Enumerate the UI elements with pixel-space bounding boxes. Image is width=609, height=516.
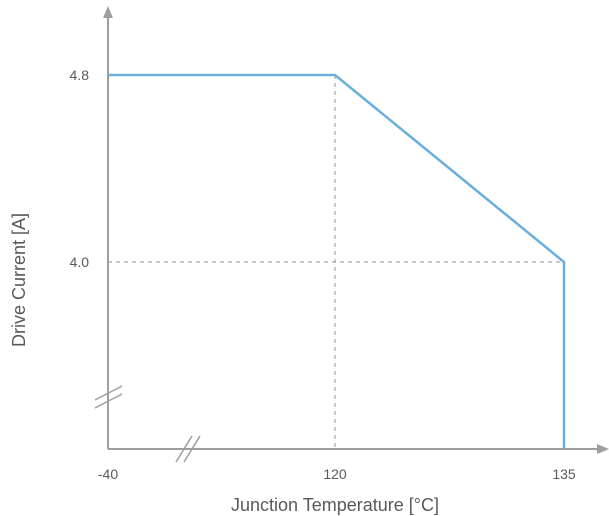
y-axis bbox=[103, 6, 113, 449]
x-tick-label: 135 bbox=[552, 466, 576, 482]
x-axis bbox=[108, 444, 609, 454]
series-line bbox=[108, 73, 566, 449]
y-tick-label: 4.8 bbox=[70, 67, 90, 83]
x-tick-label: -40 bbox=[98, 466, 118, 482]
x-tick-labels: -40 120 135 bbox=[98, 466, 576, 482]
x-tick-label: 120 bbox=[323, 466, 347, 482]
series-layer bbox=[108, 73, 566, 449]
y-axis-label: Drive Current [A] bbox=[9, 213, 29, 347]
x-axis-label: Junction Temperature [°C] bbox=[231, 495, 439, 515]
x-axis-break bbox=[175, 435, 201, 463]
y-axis-break bbox=[94, 385, 123, 409]
reference-lines bbox=[108, 75, 564, 449]
y-tick-labels: 4.8 4.0 bbox=[70, 67, 90, 270]
y-tick-label: 4.0 bbox=[70, 254, 90, 270]
